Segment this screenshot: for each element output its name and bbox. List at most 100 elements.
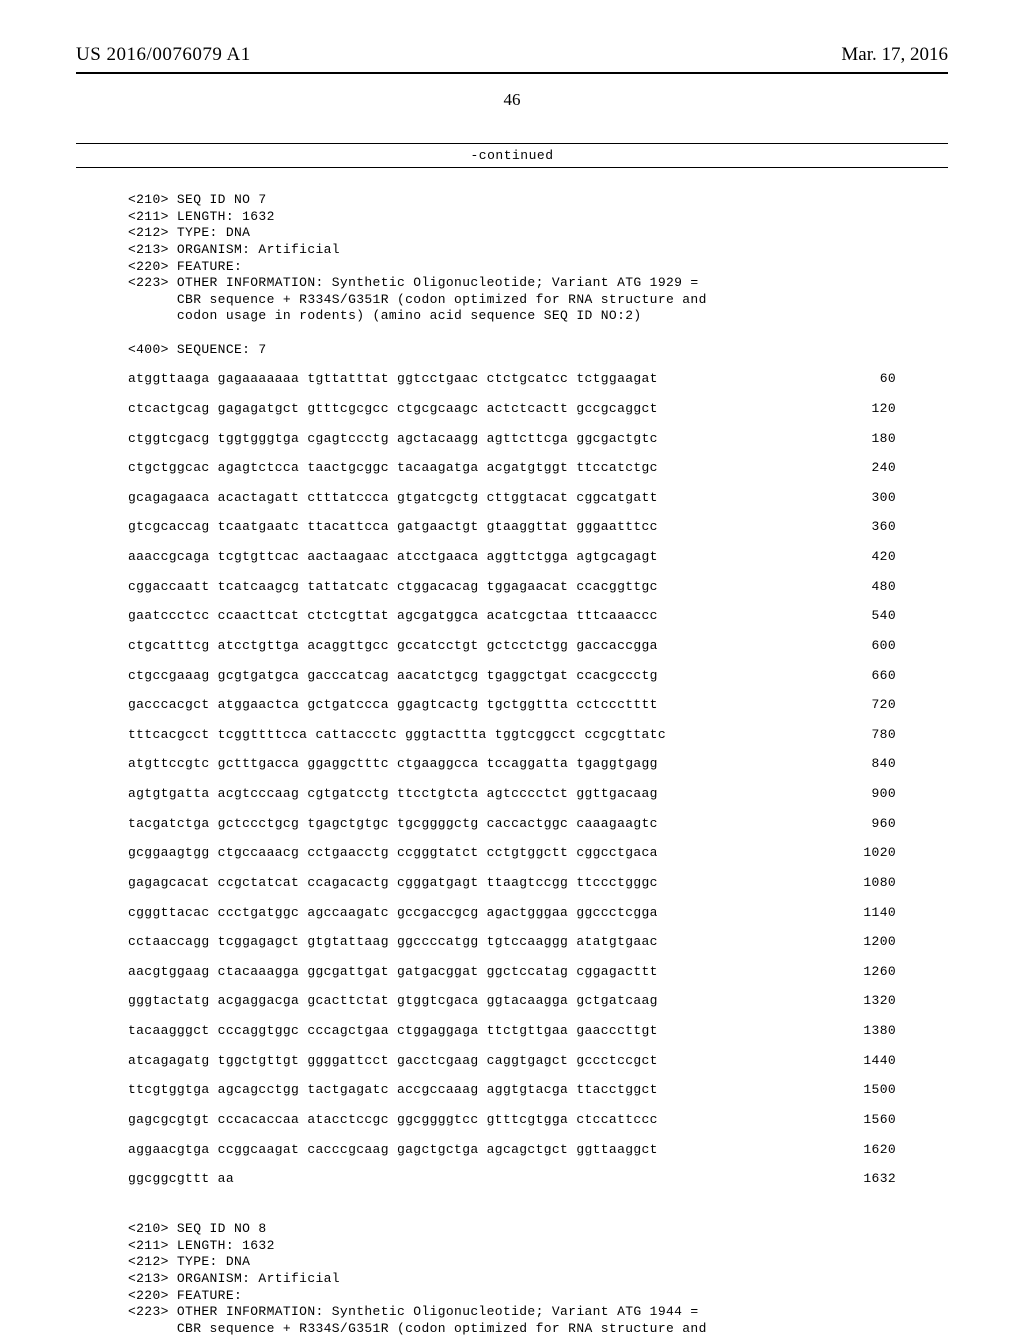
seq-meta-line: <213> ORGANISM: Artificial: [128, 1271, 896, 1288]
sequence-position: 120: [826, 401, 896, 418]
sequence-groups: aggaacgtga ccggcaagat cacccgcaag gagctgc…: [128, 1142, 658, 1159]
sequence-groups: gaatccctcc ccaacttcat ctctcgttat agcgatg…: [128, 608, 658, 625]
sequence-groups: ctgccgaaag gcgtgatgca gacccatcag aacatct…: [128, 668, 658, 685]
seq-meta-line: CBR sequence + R334S/G351R (codon optimi…: [128, 1321, 896, 1337]
sequence-position: 300: [826, 490, 896, 507]
sequence-position: 960: [826, 816, 896, 833]
sequence-row: gaatccctcc ccaacttcat ctctcgttat agcgatg…: [128, 608, 896, 625]
blank-line: [128, 1204, 896, 1221]
sequence-row: ctcactgcag gagagatgct gtttcgcgcc ctgcgca…: [128, 401, 896, 418]
sequence-row: tttcacgcct tcggttttcca cattaccctc gggtac…: [128, 727, 896, 744]
sequence-position: 360: [826, 519, 896, 536]
sequence-position: 240: [826, 460, 896, 477]
sequence-position: 1320: [826, 993, 896, 1010]
sequence-row: ttcgtggtga agcagcctgg tactgagatc accgcca…: [128, 1082, 896, 1099]
sequence-position: 660: [826, 668, 896, 685]
sequence-position: 1260: [826, 964, 896, 981]
sequence-row: gggtactatg acgaggacga gcacttctat gtggtcg…: [128, 993, 896, 1010]
seq-meta-line: <220> FEATURE:: [128, 1288, 896, 1305]
publication-date: Mar. 17, 2016: [841, 44, 948, 66]
sequence-groups: aacgtggaag ctacaaagga ggcgattgat gatgacg…: [128, 964, 658, 981]
sequence-row: ctgccgaaag gcgtgatgca gacccatcag aacatct…: [128, 668, 896, 685]
sequence-position: 1380: [826, 1023, 896, 1040]
sequence-row: ggcggcgttt aa 1632: [128, 1171, 896, 1188]
sequence-position: 780: [826, 727, 896, 744]
seq-meta-line: codon usage in rodents) (amino acid sequ…: [128, 308, 896, 325]
sequence-groups: ctggtcgacg tggtgggtga cgagtccctg agctaca…: [128, 431, 658, 448]
sequence-row: atggttaaga gagaaaaaaa tgttatttat ggtcctg…: [128, 371, 896, 388]
sequence-row: gcggaagtgg ctgccaaacg cctgaacctg ccgggta…: [128, 845, 896, 862]
page: US 2016/0076079 A1 Mar. 17, 2016 46 -con…: [0, 0, 1024, 1320]
sequence-groups: atgttccgtc gctttgacca ggaggctttc ctgaagg…: [128, 756, 658, 773]
sequence-row: gacccacgct atggaactca gctgatccca ggagtca…: [128, 697, 896, 714]
sequence-row: aacgtggaag ctacaaagga ggcgattgat gatgacg…: [128, 964, 896, 981]
sequence-groups: gagagcacat ccgctatcat ccagacactg cgggatg…: [128, 875, 658, 892]
sequence-groups: agtgtgatta acgtcccaag cgtgatcctg ttcctgt…: [128, 786, 658, 803]
sequence-position: 480: [826, 579, 896, 596]
sequence-groups: gtcgcaccag tcaatgaatc ttacattcca gatgaac…: [128, 519, 658, 536]
sequence-position: 1500: [826, 1082, 896, 1099]
sequence-position: 1200: [826, 934, 896, 951]
sequence-position: 1560: [826, 1112, 896, 1129]
sequence-position: 1140: [826, 905, 896, 922]
sequence-row: tacaagggct cccaggtggc cccagctgaa ctggagg…: [128, 1023, 896, 1040]
sequence-block: <210> SEQ ID NO 7<211> LENGTH: 1632<212>…: [128, 192, 896, 1337]
sequence-row: cggaccaatt tcatcaagcg tattatcatc ctggaca…: [128, 579, 896, 596]
sequence-groups: gcggaagtgg ctgccaaacg cctgaacctg ccgggta…: [128, 845, 658, 862]
sequence-groups: ggcggcgttt aa: [128, 1171, 234, 1188]
seq-meta-line: <212> TYPE: DNA: [128, 225, 896, 242]
sequence-position: 840: [826, 756, 896, 773]
sequence-groups: atggttaaga gagaaaaaaa tgttatttat ggtcctg…: [128, 371, 658, 388]
seq-meta-line: <210> SEQ ID NO 8: [128, 1221, 896, 1238]
sequence-position: 1632: [826, 1171, 896, 1188]
sequence-position: 1440: [826, 1053, 896, 1070]
sequence-position: 540: [826, 608, 896, 625]
sequence-row: atgttccgtc gctttgacca ggaggctttc ctgaagg…: [128, 756, 896, 773]
sequence-position: 1020: [826, 845, 896, 862]
sequence-groups: gcagagaaca acactagatt ctttatccca gtgatcg…: [128, 490, 658, 507]
blank-line: [128, 325, 896, 342]
sequence-row: aggaacgtga ccggcaagat cacccgcaag gagctgc…: [128, 1142, 896, 1159]
seq-meta-line: <223> OTHER INFORMATION: Synthetic Oligo…: [128, 1304, 896, 1321]
sequence-groups: ttcgtggtga agcagcctgg tactgagatc accgcca…: [128, 1082, 658, 1099]
seq-meta-line: <211> LENGTH: 1632: [128, 209, 896, 226]
rule-top: [76, 72, 948, 74]
sequence-position: 1620: [826, 1142, 896, 1159]
blank-line: [128, 1188, 896, 1205]
sequence-groups: gacccacgct atggaactca gctgatccca ggagtca…: [128, 697, 658, 714]
seq-label: <400> SEQUENCE: 7: [128, 342, 896, 359]
sequence-row: aaaccgcaga tcgtgttcac aactaagaac atcctga…: [128, 549, 896, 566]
sequence-position: 900: [826, 786, 896, 803]
sequence-groups: cggaccaatt tcatcaagcg tattatcatc ctggaca…: [128, 579, 658, 596]
sequence-groups: ctgcatttcg atcctgttga acaggttgcc gccatcc…: [128, 638, 658, 655]
sequence-groups: ctgctggcac agagtctcca taactgcggc tacaaga…: [128, 460, 658, 477]
sequence-row: cgggttacac ccctgatggc agccaagatc gccgacc…: [128, 905, 896, 922]
sequence-row: ctggtcgacg tggtgggtga cgagtccctg agctaca…: [128, 431, 896, 448]
seq-meta-line: <210> SEQ ID NO 7: [128, 192, 896, 209]
sequence-row: ctgcatttcg atcctgttga acaggttgcc gccatcc…: [128, 638, 896, 655]
sequence-groups: tttcacgcct tcggttttcca cattaccctc gggtac…: [128, 727, 666, 744]
sequence-groups: ctcactgcag gagagatgct gtttcgcgcc ctgcgca…: [128, 401, 658, 418]
rule-continued-bottom: [76, 167, 948, 168]
page-number: 46: [0, 90, 1024, 110]
sequence-position: 600: [826, 638, 896, 655]
sequence-row: ctgctggcac agagtctcca taactgcggc tacaaga…: [128, 460, 896, 477]
sequence-position: 720: [826, 697, 896, 714]
rule-continued-top: [76, 143, 948, 144]
sequence-position: 60: [826, 371, 896, 388]
sequence-groups: tacaagggct cccaggtggc cccagctgaa ctggagg…: [128, 1023, 658, 1040]
sequence-row: gcagagaaca acactagatt ctttatccca gtgatcg…: [128, 490, 896, 507]
sequence-position: 1080: [826, 875, 896, 892]
sequence-row: agtgtgatta acgtcccaag cgtgatcctg ttcctgt…: [128, 786, 896, 803]
sequence-row: cctaaccagg tcggagagct gtgtattaag ggcccca…: [128, 934, 896, 951]
sequence-groups: gggtactatg acgaggacga gcacttctat gtggtcg…: [128, 993, 658, 1010]
sequence-row: gtcgcaccag tcaatgaatc ttacattcca gatgaac…: [128, 519, 896, 536]
sequence-groups: gagcgcgtgt cccacaccaa atacctccgc ggcgggg…: [128, 1112, 658, 1129]
sequence-groups: aaaccgcaga tcgtgttcac aactaagaac atcctga…: [128, 549, 658, 566]
seq-meta-line: <220> FEATURE:: [128, 259, 896, 276]
sequence-groups: tacgatctga gctccctgcg tgagctgtgc tgcgggg…: [128, 816, 658, 833]
sequence-groups: cctaaccagg tcggagagct gtgtattaag ggcccca…: [128, 934, 658, 951]
publication-number: US 2016/0076079 A1: [76, 44, 251, 66]
sequence-row: tacgatctga gctccctgcg tgagctgtgc tgcgggg…: [128, 816, 896, 833]
sequence-row: gagcgcgtgt cccacaccaa atacctccgc ggcgggg…: [128, 1112, 896, 1129]
